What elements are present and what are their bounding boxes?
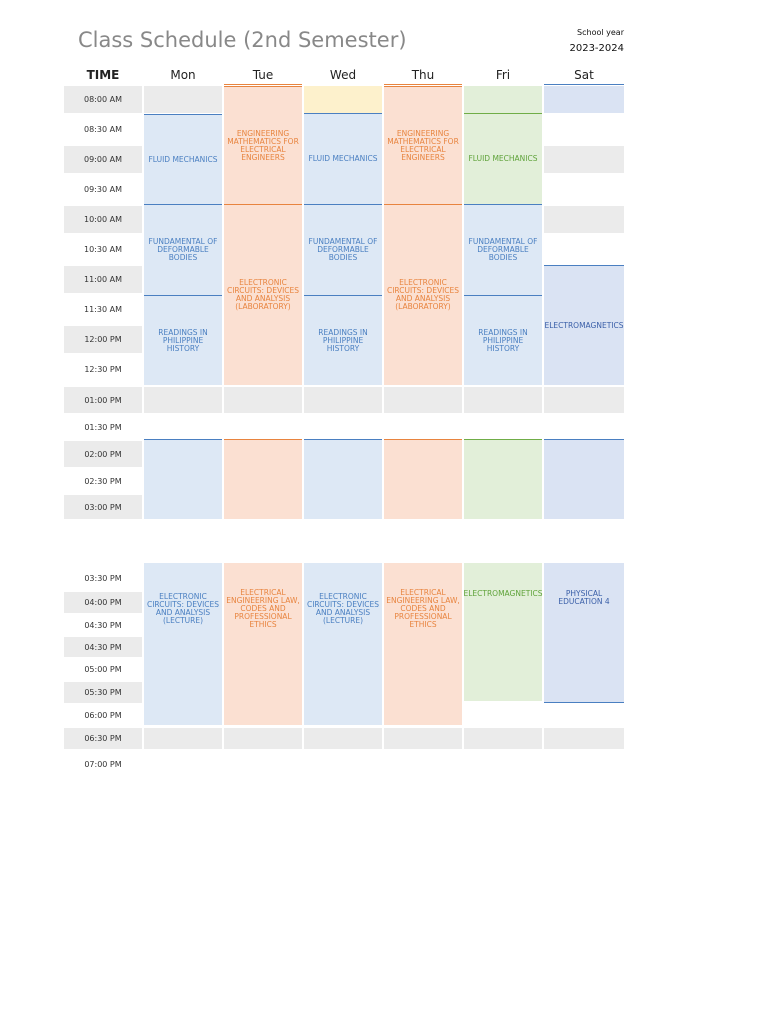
class-title: FLUID MECHANICS (308, 154, 378, 163)
class-block-mon-readings[interactable]: READINGS IN PHILIPPINE HISTORY (144, 295, 222, 385)
empty-cell (144, 86, 222, 113)
time-label: 06:00 PM (84, 711, 122, 720)
class-title: FUNDAMENTAL OF DEFORMABLE BODIES (148, 237, 218, 262)
time-label: 05:00 PM (84, 665, 122, 674)
class-block-wed-fluid-mechanics[interactable]: FLUID MECHANICS (304, 114, 382, 204)
empty-block-thu (384, 439, 462, 519)
empty-block-fri (464, 439, 542, 519)
empty-cell (544, 86, 624, 113)
class-title: PHYSICAL EDUCATION 4 (558, 589, 610, 606)
school-year-label: School year (577, 28, 624, 37)
time-label: 06:30 PM (64, 728, 142, 749)
class-title: ELECTRONIC CIRCUITS: DEVICES AND ANALYSI… (386, 278, 460, 311)
empty-cell (224, 728, 302, 749)
time-label: 10:30 AM (84, 245, 122, 254)
class-block-thu-ee-law[interactable]: ELECTRICAL ENGINEERING LAW, CODES AND PR… (384, 563, 462, 725)
time-label: 01:30 PM (84, 422, 122, 432)
time-label: 03:30 PM (84, 573, 122, 583)
page-title: Class Schedule (2nd Semester) (78, 28, 407, 52)
class-title: FLUID MECHANICS (148, 154, 218, 164)
time-label: 09:00 AM (64, 146, 142, 173)
class-title: READINGS IN PHILIPPINE HISTORY (478, 327, 528, 353)
class-title: ENGINEERING MATHEMATICS FOR ELECTRICAL E… (387, 128, 459, 162)
class-block-tue-engineering-math[interactable]: ENGINEERING MATHEMATICS FOR ELECTRICAL E… (224, 86, 302, 204)
class-block-thu-electronics-lab[interactable]: ELECTRONIC CIRCUITS: DEVICES AND ANALYSI… (384, 204, 462, 385)
empty-cell (144, 387, 222, 413)
time-label: 05:30 PM (64, 682, 142, 703)
class-title: ENGINEERING MATHEMATICS FOR ELECTRICAL E… (227, 128, 299, 162)
time-label: 08:00 AM (64, 86, 142, 113)
empty-block-mon (144, 439, 222, 519)
class-block-mon-fundamental[interactable]: FUNDAMENTAL OF DEFORMABLE BODIES (144, 204, 222, 295)
empty-block-tue (224, 439, 302, 519)
time-label: 04:30 PM (84, 620, 122, 630)
empty-cell (384, 387, 462, 413)
class-title: ELECTRICAL ENGINEERING LAW, CODES AND PR… (226, 588, 300, 629)
class-title: ELECTROMAGNETICS (463, 589, 543, 598)
time-label: 09:30 AM (84, 185, 122, 194)
empty-cell (464, 387, 542, 413)
empty-block-wed (304, 439, 382, 519)
time-label: 12:00 PM (64, 326, 142, 353)
class-block-mon-fluid-mechanics[interactable]: FLUID MECHANICS (144, 114, 222, 204)
class-block-tue-ee-law[interactable]: ELECTRICAL ENGINEERING LAW, CODES AND PR… (224, 563, 302, 725)
header-sat: Sat (544, 66, 624, 85)
empty-block-sat (544, 439, 624, 519)
header-tue: Tue (224, 66, 302, 85)
empty-cell (544, 206, 624, 233)
class-block-sat-electromagnetics[interactable]: ELECTROMAGNETICS (544, 265, 624, 385)
class-title: ELECTROMAGNETICS (544, 320, 624, 330)
header-thu: Thu (384, 66, 462, 85)
class-title: FLUID MECHANICS (468, 154, 538, 163)
class-title: FUNDAMENTAL OF DEFORMABLE BODIES (468, 237, 538, 262)
class-block-wed-fundamental[interactable]: FUNDAMENTAL OF DEFORMABLE BODIES (304, 204, 382, 295)
empty-cell (544, 387, 624, 413)
header-time: TIME (86, 68, 120, 82)
time-label: 11:00 AM (64, 266, 142, 293)
class-title: ELECTRONIC CIRCUITS: DEVICES AND ANALYSI… (146, 592, 220, 625)
time-label: 07:00 PM (84, 759, 122, 769)
empty-cell (464, 86, 542, 114)
time-label: 01:00 PM (64, 387, 142, 413)
header-mon: Mon (170, 68, 196, 82)
empty-cell (464, 728, 542, 749)
empty-cell (304, 86, 382, 114)
empty-cell (304, 387, 382, 413)
class-block-fri-electromagnetics[interactable]: ELECTROMAGNETICS (463, 563, 543, 701)
class-block-tue-electronics-lab[interactable]: ELECTRONIC CIRCUITS: DEVICES AND ANALYSI… (224, 204, 302, 385)
time-label: 10:00 AM (64, 206, 142, 233)
empty-cell (304, 728, 382, 749)
time-label: 04:30 PM (64, 637, 142, 657)
time-label: 03:00 PM (64, 495, 142, 519)
school-year-value: 2023-2024 (569, 43, 624, 54)
class-block-thu-engineering-math[interactable]: ENGINEERING MATHEMATICS FOR ELECTRICAL E… (384, 86, 462, 204)
class-title: FUNDAMENTAL OF DEFORMABLE BODIES (308, 237, 378, 262)
empty-cell (224, 387, 302, 413)
time-label: 04:00 PM (64, 592, 142, 613)
empty-cell (144, 728, 222, 749)
class-block-fri-fundamental[interactable]: FUNDAMENTAL OF DEFORMABLE BODIES (464, 204, 542, 295)
class-block-fri-fluid-mechanics[interactable]: FLUID MECHANICS (464, 114, 542, 204)
empty-cell (544, 728, 624, 749)
class-title: ELECTRICAL ENGINEERING LAW, CODES AND PR… (386, 588, 460, 629)
class-block-wed-electronics-lecture[interactable]: ELECTRONIC CIRCUITS: DEVICES AND ANALYSI… (304, 563, 382, 725)
time-label: 02:00 PM (64, 441, 142, 467)
time-label: 08:30 AM (84, 125, 122, 134)
header-fri: Fri (495, 68, 511, 82)
header-wed: Wed (329, 68, 357, 82)
class-title: READINGS IN PHILIPPINE HISTORY (318, 327, 368, 353)
class-title: ELECTRONIC CIRCUITS: DEVICES AND ANALYSI… (306, 592, 380, 625)
class-block-fri-readings[interactable]: READINGS IN PHILIPPINE HISTORY (464, 295, 542, 385)
time-label: 12:30 PM (84, 365, 122, 374)
class-title: READINGS IN PHILIPPINE HISTORY (158, 327, 208, 353)
class-block-sat-pe[interactable]: PHYSICAL EDUCATION 4 (544, 563, 624, 703)
time-label: 02:30 PM (84, 476, 122, 486)
time-label: 11:30 AM (84, 305, 122, 314)
empty-cell (384, 728, 462, 749)
class-block-mon-electronics-lecture[interactable]: ELECTRONIC CIRCUITS: DEVICES AND ANALYSI… (144, 563, 222, 725)
class-title: ELECTRONIC CIRCUITS: DEVICES AND ANALYSI… (226, 278, 300, 311)
class-block-wed-readings[interactable]: READINGS IN PHILIPPINE HISTORY (304, 295, 382, 385)
empty-cell (544, 146, 624, 173)
